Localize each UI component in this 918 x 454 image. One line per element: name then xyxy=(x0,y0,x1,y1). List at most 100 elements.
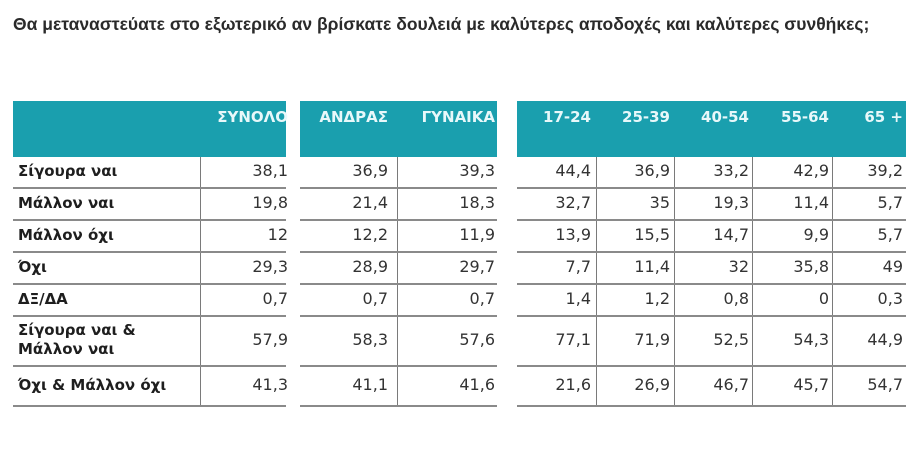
cell-value: 39,2 xyxy=(867,161,903,180)
table-row: 58,3 57,6 xyxy=(300,317,497,367)
table-header: 17-24 25-39 40-54 55-64 65 + xyxy=(517,101,906,157)
column-header: 55-64 xyxy=(781,108,829,126)
cell-value: 54,7 xyxy=(867,375,903,394)
cell-value: 21,6 xyxy=(555,375,591,394)
cell-value: 26,9 xyxy=(634,375,670,394)
cell-value: 44,4 xyxy=(555,161,591,180)
cell-value: 46,7 xyxy=(713,375,749,394)
cell-value: 29,7 xyxy=(459,257,495,276)
cell-value: 0,3 xyxy=(877,289,903,308)
table-header: ΑΝΔΡΑΣ ΓΥΝΑΙΚΑ xyxy=(300,101,497,157)
cell-value: 38,1 xyxy=(252,161,288,180)
cell-value: 58,3 xyxy=(352,330,388,349)
table-block-0: ΣΥΝΟΛΟ Σίγουρα ναι 38,1 Μάλλον ναι 19,8 Μάλλο… xyxy=(13,101,288,407)
cell-value: 49 xyxy=(882,257,903,276)
table-row: 36,9 39,3 xyxy=(300,157,497,189)
cell-value: 32 xyxy=(728,257,749,276)
cell-value: 52,5 xyxy=(713,330,749,349)
table-row: 44,4 36,9 33,2 42,9 39,2 xyxy=(517,157,906,189)
cell-value: 9,9 xyxy=(803,225,829,244)
table-header: ΣΥΝΟΛΟ xyxy=(13,101,288,157)
column-header: ΣΥΝΟΛΟ xyxy=(217,108,288,126)
column-header: ΓΥΝΑΙΚΑ xyxy=(421,108,495,126)
cell-value: 15,5 xyxy=(634,225,670,244)
cell-value: 35,8 xyxy=(793,257,829,276)
cell-value: 12,2 xyxy=(352,225,388,244)
cell-value: 5,7 xyxy=(877,225,903,244)
column-divider xyxy=(832,157,833,407)
cell-value: 71,9 xyxy=(634,330,670,349)
table-row: 28,9 29,7 xyxy=(300,253,497,285)
table-row: Όχι 29,3 xyxy=(13,253,288,285)
table-row: 41,1 41,6 xyxy=(300,367,497,407)
table-row: Σίγουρα ναι & Μάλλον ναι 57,9 xyxy=(13,317,288,367)
cell-value: 54,3 xyxy=(793,330,829,349)
column-divider xyxy=(596,157,597,407)
cell-value: 57,6 xyxy=(459,330,495,349)
column-header: 17-24 xyxy=(543,108,591,126)
cell-value: 1,4 xyxy=(565,289,591,308)
cell-value: 57,9 xyxy=(252,330,288,349)
cell-value: 14,7 xyxy=(713,225,749,244)
table-row: Σίγουρα ναι 38,1 xyxy=(13,157,288,189)
row-label: Όχι xyxy=(18,258,47,276)
cell-value: 28,9 xyxy=(352,257,388,276)
cell-value: 21,4 xyxy=(352,193,388,212)
table-row: Μάλλον όχι 12 xyxy=(13,221,288,253)
row-label: Σίγουρα ναι xyxy=(18,162,118,180)
table-row: Μάλλον ναι 19,8 xyxy=(13,189,288,221)
table-row: 13,9 15,5 14,7 9,9 5,7 xyxy=(517,221,906,253)
cell-value: 35 xyxy=(649,193,670,212)
cell-value: 42,9 xyxy=(793,161,829,180)
cell-value: 19,3 xyxy=(713,193,749,212)
table-row: 21,4 18,3 xyxy=(300,189,497,221)
column-divider xyxy=(200,157,201,407)
cell-value: 11,4 xyxy=(634,257,670,276)
table-row: 77,1 71,9 52,5 54,3 44,9 xyxy=(517,317,906,367)
column-header: 25-39 xyxy=(622,108,670,126)
table-block-2: 17-24 25-39 40-54 55-64 65 + 44,4 36,9 33,2 42,9… xyxy=(517,101,906,407)
cell-value: 32,7 xyxy=(555,193,591,212)
cell-value: 18,3 xyxy=(459,193,495,212)
cell-value: 41,1 xyxy=(352,375,388,394)
column-divider xyxy=(752,157,753,407)
cell-value: 45,7 xyxy=(793,375,829,394)
cell-value: 12 xyxy=(267,225,288,244)
cell-value: 29,3 xyxy=(252,257,288,276)
cell-value: 11,9 xyxy=(459,225,495,244)
row-label: Όχι & Μάλλον όχι xyxy=(18,376,167,394)
row-label: Μάλλον ναι xyxy=(18,194,115,212)
cell-value: 0,8 xyxy=(723,289,749,308)
table-row: 1,4 1,2 0,8 0 0,3 xyxy=(517,285,906,317)
row-label: ΔΞ/ΔΑ xyxy=(18,290,68,308)
cell-value: 39,3 xyxy=(459,161,495,180)
cell-value: 1,2 xyxy=(644,289,670,308)
cell-value: 0,7 xyxy=(469,289,495,308)
cell-value: 7,7 xyxy=(565,257,591,276)
column-header: ΑΝΔΡΑΣ xyxy=(319,108,388,126)
page-title: Θα μεταναστεύατε στο εξωτερικό αν βρίσκα… xyxy=(13,14,870,34)
cell-value: 41,3 xyxy=(252,375,288,394)
table-row: 21,6 26,9 46,7 45,7 54,7 xyxy=(517,367,906,407)
column-header: 65 + xyxy=(864,108,903,126)
row-label: Σίγουρα ναι & Μάλλον ναι xyxy=(18,321,136,358)
row-label: Μάλλον όχι xyxy=(18,226,114,244)
table-block-1: ΑΝΔΡΑΣ ΓΥΝΑΙΚΑ 36,9 39,3 21,4 18,3 12,2 11,9 28,… xyxy=(300,101,497,407)
cell-value: 41,6 xyxy=(459,375,495,394)
cell-value: 11,4 xyxy=(793,193,829,212)
cell-value: 33,2 xyxy=(713,161,749,180)
cell-value: 36,9 xyxy=(634,161,670,180)
cell-value: 0,7 xyxy=(262,289,288,308)
table-row: Όχι & Μάλλον όχι 41,3 xyxy=(13,367,288,407)
cell-value: 36,9 xyxy=(352,161,388,180)
column-header: 40-54 xyxy=(701,108,749,126)
cell-value: 0 xyxy=(818,289,829,308)
table-row: ΔΞ/ΔΑ 0,7 xyxy=(13,285,288,317)
cell-value: 44,9 xyxy=(867,330,903,349)
cell-value: 77,1 xyxy=(555,330,591,349)
cell-value: 5,7 xyxy=(877,193,903,212)
cell-value: 13,9 xyxy=(555,225,591,244)
table-row: 7,7 11,4 32 35,8 49 xyxy=(517,253,906,285)
cell-value: 19,8 xyxy=(252,193,288,212)
table-row: 32,7 35 19,3 11,4 5,7 xyxy=(517,189,906,221)
